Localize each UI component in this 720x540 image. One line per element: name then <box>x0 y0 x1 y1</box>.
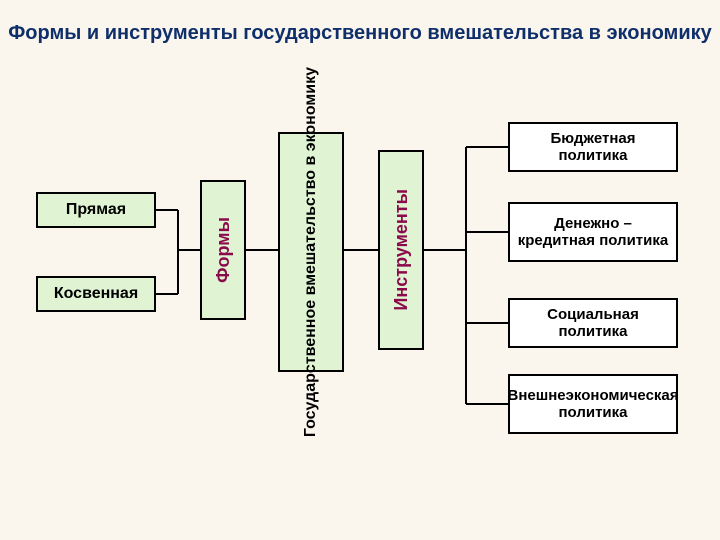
connector-lines <box>0 0 720 540</box>
node-instruments-label: Инструменты <box>391 189 412 311</box>
node-budget-policy: Бюджетная политика <box>508 122 678 172</box>
page-title: Формы и инструменты государственного вме… <box>0 22 720 45</box>
node-social-policy: Социальная политика <box>508 298 678 348</box>
node-center: Государственное вмешательство в экономик… <box>278 132 344 372</box>
node-forms: Формы <box>200 180 246 320</box>
node-monetary-policy-label: Денежно – кредитная политика <box>516 215 670 250</box>
node-social-policy-label: Социальная политика <box>516 306 670 341</box>
node-foreign-economic-policy: Внешнеэкономическая политика <box>508 374 678 434</box>
node-indirect-label: Косвенная <box>54 285 138 303</box>
node-foreign-economic-policy-label: Внешнеэкономическая политика <box>507 387 678 422</box>
node-forms-label: Формы <box>213 217 234 283</box>
node-budget-policy-label: Бюджетная политика <box>516 130 670 165</box>
node-indirect: Косвенная <box>36 276 156 312</box>
node-direct-label: Прямая <box>66 201 126 219</box>
node-direct: Прямая <box>36 192 156 228</box>
node-instruments: Инструменты <box>378 150 424 350</box>
node-center-label: Государственное вмешательство в экономик… <box>302 67 320 437</box>
node-monetary-policy: Денежно – кредитная политика <box>508 202 678 262</box>
